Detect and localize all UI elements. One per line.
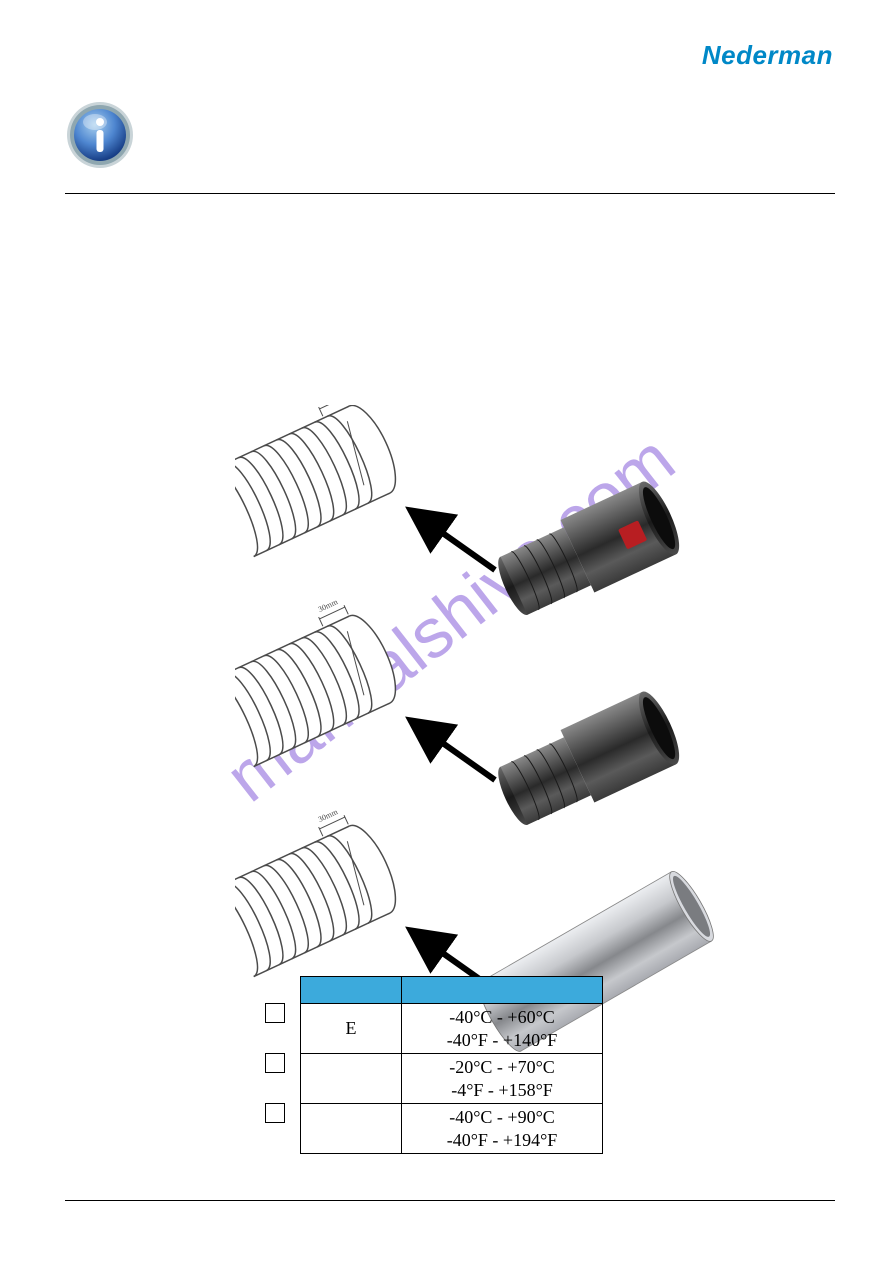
temperature-table: E -40°C - +60°C -40°F - +140°F -20°C - +… (300, 976, 603, 1154)
cell-temp-1: -40°C - +60°C -40°F - +140°F (402, 1004, 603, 1054)
divider-bottom (65, 1200, 835, 1201)
divider-top (65, 193, 835, 194)
page: Nederman manualshive.com (0, 0, 893, 1263)
cell-code-3 (301, 1104, 402, 1154)
checkbox-row-3[interactable] (265, 1103, 285, 1123)
hose-1: 30mm (235, 405, 406, 557)
cell-code-2 (301, 1054, 402, 1104)
hose-3: 30mm (235, 798, 406, 977)
checkbox-row-1[interactable] (265, 1003, 285, 1023)
table-row: -40°C - +90°C -40°F - +194°F (301, 1104, 603, 1154)
checkbox-column (265, 1003, 285, 1153)
info-icon (65, 100, 135, 170)
cell-temp-2: -20°C - +70°C -4°F - +158°F (402, 1054, 603, 1104)
cell-temp-3: -40°C - +90°C -40°F - +194°F (402, 1104, 603, 1154)
table-row: -20°C - +70°C -4°F - +158°F (301, 1054, 603, 1104)
connector-plain (489, 687, 687, 836)
checkbox-row-2[interactable] (265, 1053, 285, 1073)
connector-red-marker (489, 477, 687, 626)
cell-code-1: E (301, 1004, 402, 1054)
brand-logo: Nederman (702, 40, 833, 71)
hose-2: 30mm (235, 588, 406, 767)
table-header (301, 977, 603, 1004)
figure-area: manualshive.com (65, 200, 835, 960)
arrow-1 (410, 510, 495, 570)
table-row: E -40°C - +60°C -40°F - +140°F (301, 1004, 603, 1054)
arrow-2 (410, 720, 495, 780)
